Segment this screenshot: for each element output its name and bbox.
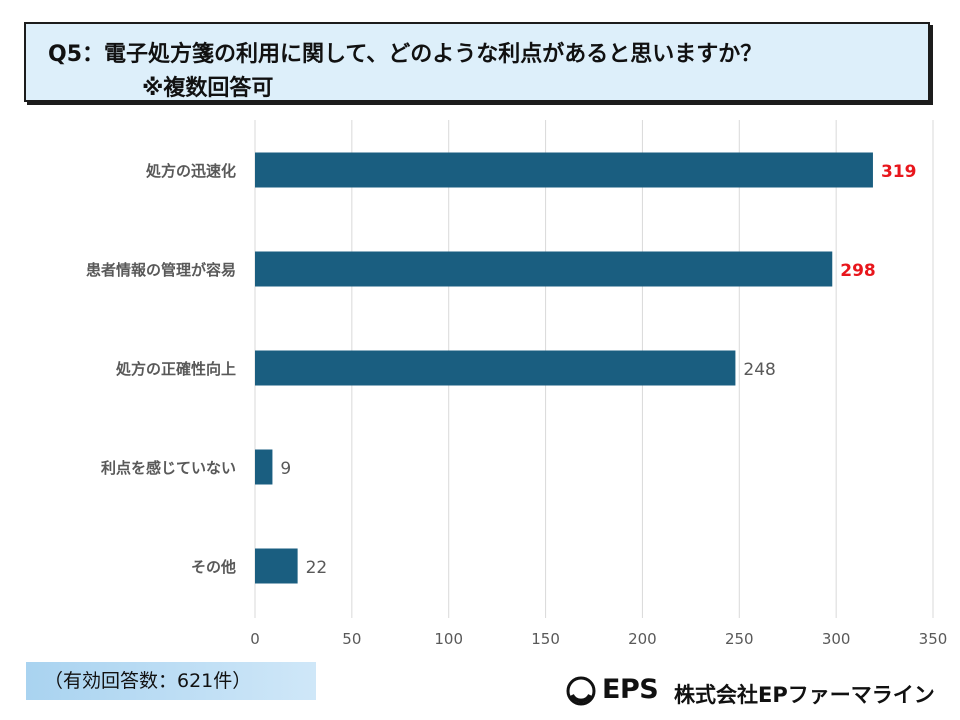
category-label: その他 bbox=[191, 558, 236, 576]
value-label: 298 bbox=[840, 261, 876, 281]
logo-text: EPS bbox=[602, 674, 659, 705]
x-tick-label: 300 bbox=[822, 630, 851, 648]
bar bbox=[255, 350, 736, 386]
x-tick-label: 250 bbox=[725, 630, 754, 648]
value-label: 22 bbox=[306, 558, 328, 578]
x-tick-label: 0 bbox=[250, 630, 260, 648]
value-label: 248 bbox=[743, 360, 775, 380]
value-label: 9 bbox=[280, 459, 291, 479]
x-tick-label: 350 bbox=[919, 630, 948, 648]
company-logo: EPS 株式会社EPファーマライン bbox=[566, 674, 946, 714]
value-labels: 319 298 248 9 22 bbox=[280, 162, 916, 578]
bar bbox=[255, 449, 273, 485]
question-title: Q5：電子処方箋の利用に関して、どのような利点があると思いますか？ bbox=[48, 42, 763, 67]
x-tick-label: 50 bbox=[342, 630, 361, 648]
company-name: 株式会社EPファーマライン bbox=[674, 683, 935, 707]
question-note: ※複数回答可 bbox=[142, 76, 274, 101]
eps-logo-icon bbox=[566, 676, 596, 706]
bar bbox=[255, 548, 298, 584]
x-tick-label: 100 bbox=[434, 630, 463, 648]
x-axis-tick-labels: 0 50 100 150 200 250 300 350 bbox=[250, 630, 947, 648]
category-label: 処方の迅速化 bbox=[145, 162, 236, 180]
category-label: 処方の正確性向上 bbox=[115, 360, 236, 378]
bar bbox=[255, 251, 833, 287]
bar bbox=[255, 152, 873, 188]
sample-size-note: （有効回答数：621件） bbox=[26, 662, 316, 700]
x-tick-label: 150 bbox=[531, 630, 560, 648]
category-label: 患者情報の管理が容易 bbox=[86, 261, 236, 279]
category-label: 利点を感じていない bbox=[101, 459, 236, 477]
question-box: Q5：電子処方箋の利用に関して、どのような利点があると思いますか？ ※複数回答可 bbox=[24, 22, 930, 102]
x-tick-label: 200 bbox=[628, 630, 657, 648]
value-label: 319 bbox=[881, 162, 917, 182]
bars bbox=[255, 152, 873, 584]
